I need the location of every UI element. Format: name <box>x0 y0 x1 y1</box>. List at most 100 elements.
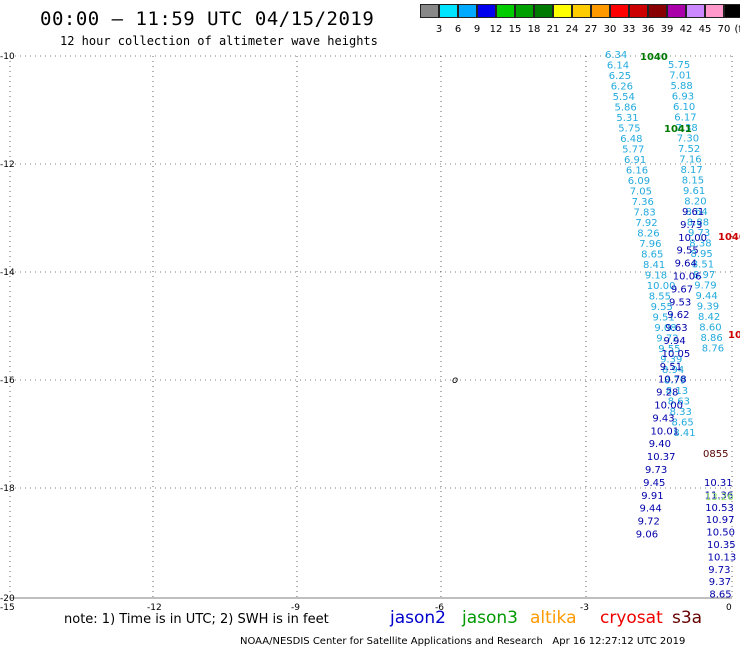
scale-swatch <box>705 4 724 18</box>
wave-height-label: 10.01 <box>651 426 680 437</box>
scale-label: 24 <box>565 24 579 35</box>
wave-height-label: 10.97 <box>706 515 735 526</box>
wave-height-label: 7.96 <box>639 239 661 250</box>
wave-height-label: 10.00 <box>654 401 683 412</box>
scale-swatch <box>496 4 515 18</box>
scale-label: 12 <box>489 24 503 35</box>
scale-swatch <box>610 4 629 18</box>
wave-height-label: 8.65 <box>672 418 694 429</box>
wave-height-label: 9.91 <box>641 491 663 502</box>
scale-swatch <box>420 4 439 18</box>
wave-height-label: 9.67 <box>671 284 693 295</box>
wave-height-label: 9.55 <box>677 246 699 257</box>
wave-height-label: 8.76 <box>702 344 724 355</box>
lat-tick-label: -20 <box>0 594 15 604</box>
wave-height-label: 9.51 <box>653 313 675 324</box>
wave-height-label: 5.54 <box>613 92 635 103</box>
wave-height-label: 9.63 <box>665 323 687 334</box>
wave-height-label: 9.39 <box>697 302 719 313</box>
wave-height-label: 10.53 <box>705 503 734 514</box>
wave-height-label: 8.13 <box>666 386 688 397</box>
wave-height-label: 10.00 <box>678 233 707 244</box>
scale-label: 39 <box>660 24 674 35</box>
wave-height-label: 9.18 <box>645 271 667 282</box>
map-marker: o <box>452 375 458 386</box>
wave-height-label: 13.26 <box>705 492 734 503</box>
wave-height-label: 6.25 <box>609 71 631 82</box>
wave-height-label: 7.52 <box>678 144 700 155</box>
scale-swatch <box>534 4 553 18</box>
wave-height-label: 9.94 <box>664 336 686 347</box>
wave-height-label: 6.09 <box>628 176 650 187</box>
wave-height-label: 5.86 <box>615 103 637 114</box>
wave-height-label: 8.94 <box>662 365 684 376</box>
scale-swatch <box>458 4 477 18</box>
wave-height-label: 7.83 <box>634 208 656 219</box>
wave-height-label: 1040 <box>640 52 668 63</box>
wave-height-label: 7.05 <box>630 187 652 198</box>
wave-height-label: 9.53 <box>669 297 691 308</box>
wave-height-label: 8.20 <box>684 197 706 208</box>
scale-unit: (ft) <box>734 24 740 35</box>
satellite-altika: altika <box>530 608 577 628</box>
wave-height-label: 5.75 <box>618 124 640 135</box>
wave-height-label: 9.61 <box>682 207 704 218</box>
wave-height-label: 9.72 <box>656 334 678 345</box>
wave-height-label: 8.41 <box>673 428 695 439</box>
wave-height-label: 9.55 <box>651 302 673 313</box>
wave-height-label: 9.45 <box>643 478 665 489</box>
lat-tick-label: -16 <box>0 376 15 386</box>
wave-height-label: 10.13 <box>708 552 737 563</box>
scale-label: 6 <box>454 24 462 35</box>
scale-swatch <box>591 4 610 18</box>
wave-height-label: 9.73 <box>680 220 702 231</box>
note-text: note: 1) Time is in UTC; 2) SWH is in fe… <box>64 612 329 627</box>
wave-height-label: 8.55 <box>649 292 671 303</box>
wave-height-label: 10.50 <box>706 528 735 539</box>
wave-height-label: 11.36 <box>705 490 734 501</box>
wave-height-label: 9.73 <box>688 228 710 239</box>
wave-height-label: 6.17 <box>674 113 696 124</box>
page-subtitle: 12 hour collection of altimeter wave hei… <box>60 34 378 48</box>
scale-label: 3 <box>435 24 443 35</box>
wave-height-label: 8.60 <box>699 323 721 334</box>
scale-label: 21 <box>546 24 560 35</box>
scale-label: 70 <box>717 24 731 35</box>
wave-height-label: 8.88 <box>687 218 709 229</box>
wave-height-label: 9.62 <box>667 310 689 321</box>
wave-height-label: 0855 <box>703 449 728 460</box>
wave-height-label: 9.40 <box>649 439 671 450</box>
wave-height-label: 1040 <box>718 232 740 243</box>
wave-height-label: 6.34 <box>605 50 627 61</box>
scale-swatch <box>477 4 496 18</box>
scale-swatch <box>553 4 572 18</box>
wave-height-label: 8.38 <box>689 239 711 250</box>
wave-height-label: 9.55 <box>658 344 680 355</box>
wave-height-label: 7.01 <box>669 71 691 82</box>
wave-height-label: 9.72 <box>638 517 660 528</box>
lat-tick-label: -14 <box>0 268 15 278</box>
wave-height-label: 9.37 <box>709 577 731 588</box>
wave-height-label: 9.73 <box>645 465 667 476</box>
wave-height-label: 1041 <box>664 124 692 135</box>
wave-height-label: 9.64 <box>675 259 697 270</box>
wave-height-label: 9.73 <box>708 565 730 576</box>
wave-height-label: 10.35 <box>707 540 736 551</box>
wave-height-label: 6.10 <box>673 102 695 113</box>
wave-height-label: 8.33 <box>670 407 692 418</box>
satellite-cryosat: cryosat <box>600 608 663 628</box>
wave-height-label: 5.31 <box>616 113 638 124</box>
lon-tick-label: -6 <box>435 603 444 613</box>
wave-height-label: 6.14 <box>607 61 629 72</box>
scale-label: 30 <box>603 24 617 35</box>
wave-height-label: 10 <box>728 330 740 341</box>
lon-tick-label: 0 <box>726 603 732 613</box>
wave-height-label: 8.41 <box>643 260 665 271</box>
wave-height-label: 9.28 <box>656 388 678 399</box>
lat-tick-label: -10 <box>0 52 15 62</box>
wave-height-label: 9.79 <box>694 281 716 292</box>
page-title: 00:00 – 11:59 UTC 04/15/2019 <box>40 8 375 30</box>
wave-height-label: 8.26 <box>637 229 659 240</box>
satellite-jason3: jason3 <box>462 608 518 628</box>
